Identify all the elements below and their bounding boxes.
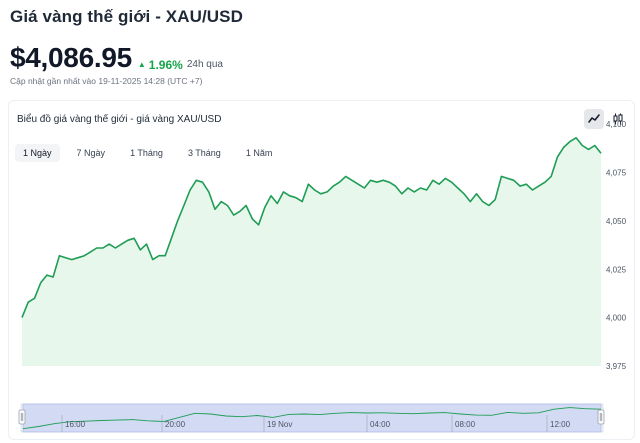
up-arrow-icon: ▲ — [137, 60, 146, 69]
line-chart-icon — [588, 114, 600, 123]
tab-3-months[interactable]: 3 Tháng — [187, 148, 221, 158]
last-updated: Cập nhật gần nhất vào 19-11-2025 14:28 (… — [10, 76, 203, 86]
y-tick-label: 4,000 — [606, 314, 627, 323]
change-percent: 1.96% — [148, 57, 183, 72]
price-change: ▲ 1.96% — [138, 58, 183, 72]
price-summary: $4,086.95 ▲ 1.96% 24h qua — [10, 42, 223, 74]
period-tabs: 1 Ngày 7 Ngày 1 Tháng 3 Tháng 1 Năm — [15, 144, 289, 162]
navigator[interactable]: 16:00 20:00 19 Nov 04:00 08:00 12:00 — [18, 403, 605, 433]
page-title: Giá vàng thế giới - XAU/USD — [10, 7, 243, 26]
chart-title: Biểu đồ giá vàng thế giới - giá vàng XAU… — [17, 114, 222, 125]
y-tick-label: 4,100 — [606, 120, 627, 129]
tab-1-month[interactable]: 1 Tháng — [130, 148, 163, 158]
tab-1-day[interactable]: 1 Ngày — [15, 144, 60, 162]
candlestick-button[interactable] — [608, 109, 628, 129]
navigator-x-label: 19 Nov — [267, 420, 292, 429]
price-chart[interactable]: 3,975 4,000 4,025 4,050 4,075 4,100 16:00 20:0… — [9, 101, 634, 439]
y-tick-label: 4,075 — [606, 169, 627, 178]
y-tick-label: 4,025 — [606, 265, 627, 274]
navigator-x-label: 20:00 — [165, 420, 186, 429]
navigator-x-label: 16:00 — [65, 420, 86, 429]
price-area — [22, 137, 601, 366]
change-period: 24h qua — [186, 59, 223, 70]
y-axis: 3,975 4,000 4,025 4,050 4,075 4,100 — [606, 120, 627, 371]
tab-7-days[interactable]: 7 Ngày — [76, 148, 106, 158]
navigator-x-label: 04:00 — [370, 420, 391, 429]
tab-1-year[interactable]: 1 Năm — [245, 148, 273, 158]
navigator-x-label: 08:00 — [455, 420, 476, 429]
price-line — [21, 137, 602, 318]
navigator-right-handle[interactable] — [597, 409, 605, 425]
y-tick-label: 3,975 — [606, 362, 627, 371]
y-tick-label: 4,050 — [606, 217, 627, 226]
navigator-line — [22, 407, 602, 430]
candlestick-icon — [613, 113, 623, 125]
navigator-x-axis: 16:00 20:00 19 Nov 04:00 08:00 12:00 — [61, 415, 571, 432]
line-chart-button[interactable] — [584, 109, 604, 129]
current-price: $4,086.95 — [10, 42, 132, 73]
chart-view-toggle — [584, 109, 628, 129]
navigator-left-handle[interactable] — [18, 409, 26, 425]
navigator-x-label: 12:00 — [550, 420, 571, 429]
chart-card: Biểu đồ giá vàng thế giới - giá vàng XAU… — [8, 100, 635, 440]
navigator-window[interactable] — [22, 403, 602, 433]
